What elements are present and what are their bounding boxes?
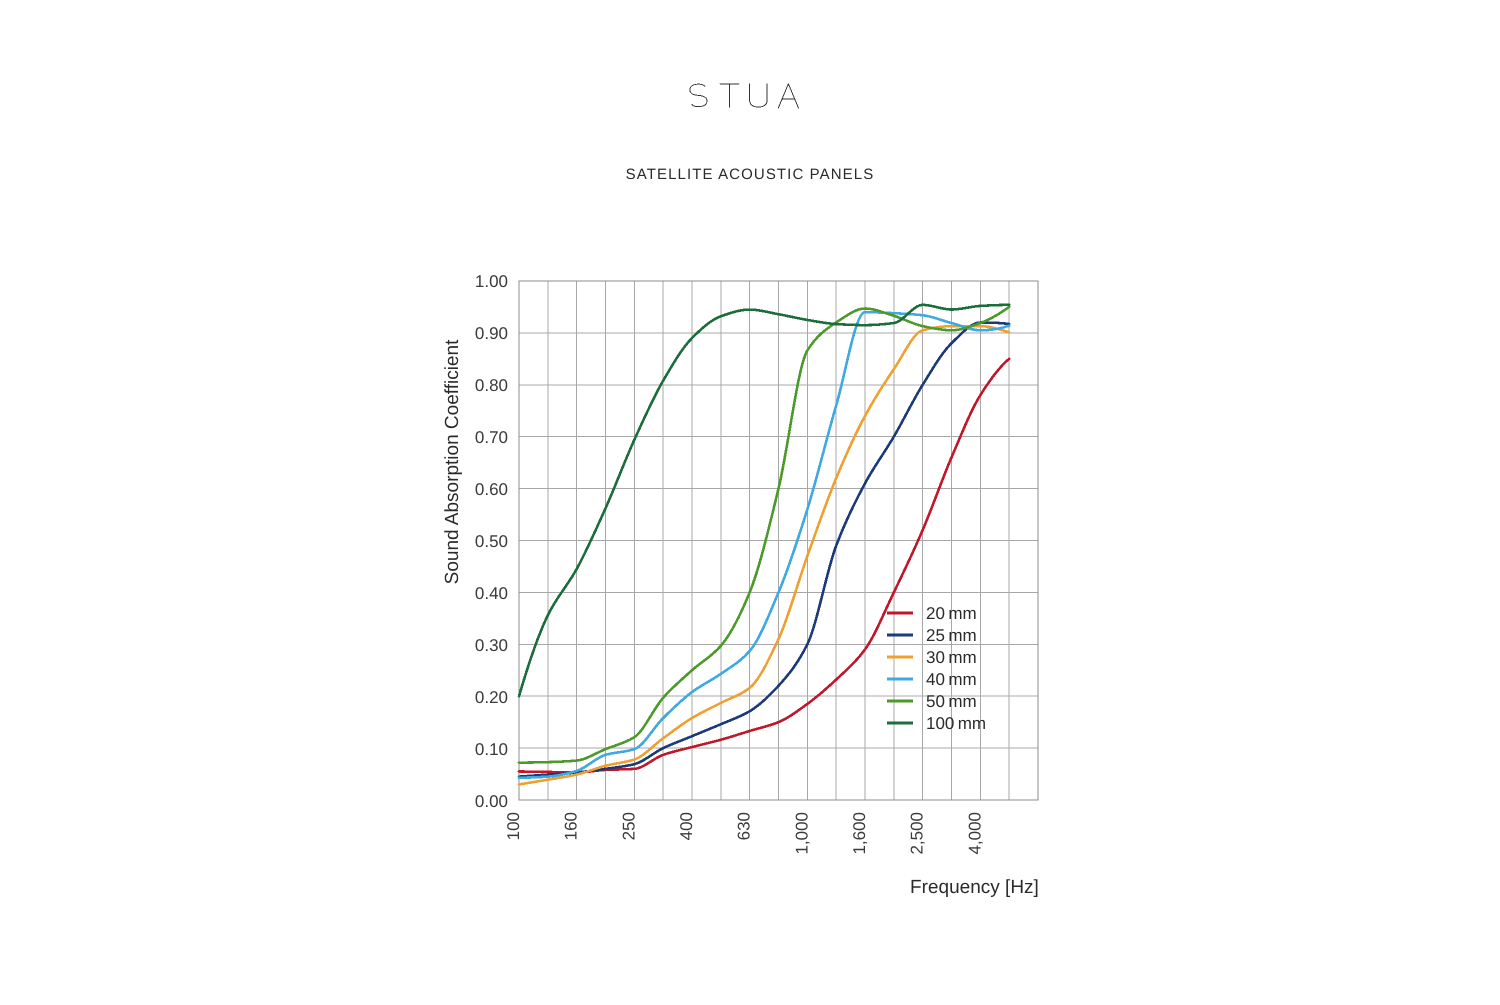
svg-text:2,500: 2,500 bbox=[908, 812, 927, 855]
svg-text:0.60: 0.60 bbox=[475, 480, 508, 499]
svg-text:30 mm: 30 mm bbox=[926, 648, 977, 667]
svg-text:1.00: 1.00 bbox=[475, 272, 508, 291]
svg-text:0.30: 0.30 bbox=[475, 636, 508, 655]
svg-text:100 mm: 100 mm bbox=[926, 714, 986, 733]
svg-text:1,000: 1,000 bbox=[792, 812, 811, 855]
svg-text:630: 630 bbox=[735, 812, 754, 840]
svg-text:Frequency [Hz]: Frequency [Hz] bbox=[910, 877, 1039, 898]
svg-text:50 mm: 50 mm bbox=[926, 692, 977, 711]
svg-text:100: 100 bbox=[504, 812, 523, 840]
svg-text:250: 250 bbox=[619, 812, 638, 840]
svg-text:0.50: 0.50 bbox=[475, 532, 508, 551]
svg-text:4,000: 4,000 bbox=[965, 812, 984, 855]
svg-text:40 mm: 40 mm bbox=[926, 670, 977, 689]
svg-text:0.80: 0.80 bbox=[475, 376, 508, 395]
svg-text:1,600: 1,600 bbox=[850, 812, 869, 855]
svg-text:Sound Absorption Coefficient: Sound Absorption Coefficient bbox=[442, 339, 463, 584]
svg-text:0.90: 0.90 bbox=[475, 324, 508, 343]
svg-text:0.20: 0.20 bbox=[475, 688, 508, 707]
svg-text:0.40: 0.40 bbox=[475, 584, 508, 603]
svg-text:20 mm: 20 mm bbox=[926, 604, 977, 623]
svg-text:0.10: 0.10 bbox=[475, 740, 508, 759]
svg-text:0.00: 0.00 bbox=[475, 792, 508, 811]
svg-text:25 mm: 25 mm bbox=[926, 626, 977, 645]
svg-text:160: 160 bbox=[562, 812, 581, 840]
svg-text:400: 400 bbox=[677, 812, 696, 840]
svg-text:0.70: 0.70 bbox=[475, 428, 508, 447]
